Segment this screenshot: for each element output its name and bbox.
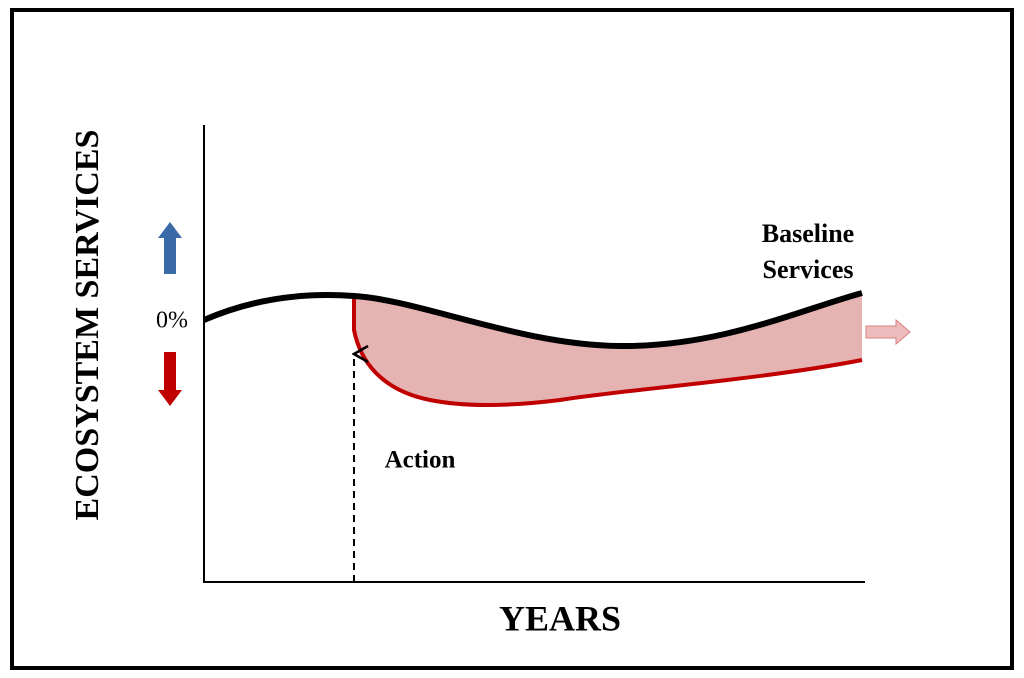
baseline-label: Services (763, 255, 854, 284)
baseline-curve (202, 290, 863, 350)
continue-arrow (865, 318, 911, 346)
zero-label: 0% (156, 308, 188, 334)
action-label: Action (385, 447, 456, 474)
up-arrow (158, 222, 182, 274)
action-curve (352, 296, 863, 407)
y-axis-label: ECOSYSTEM SERVICES (69, 130, 106, 521)
loss-area (354, 293, 862, 405)
x-axis-label: YEARS (499, 598, 621, 638)
baseline-label: Baseline (762, 219, 854, 248)
down-arrow (158, 352, 182, 406)
